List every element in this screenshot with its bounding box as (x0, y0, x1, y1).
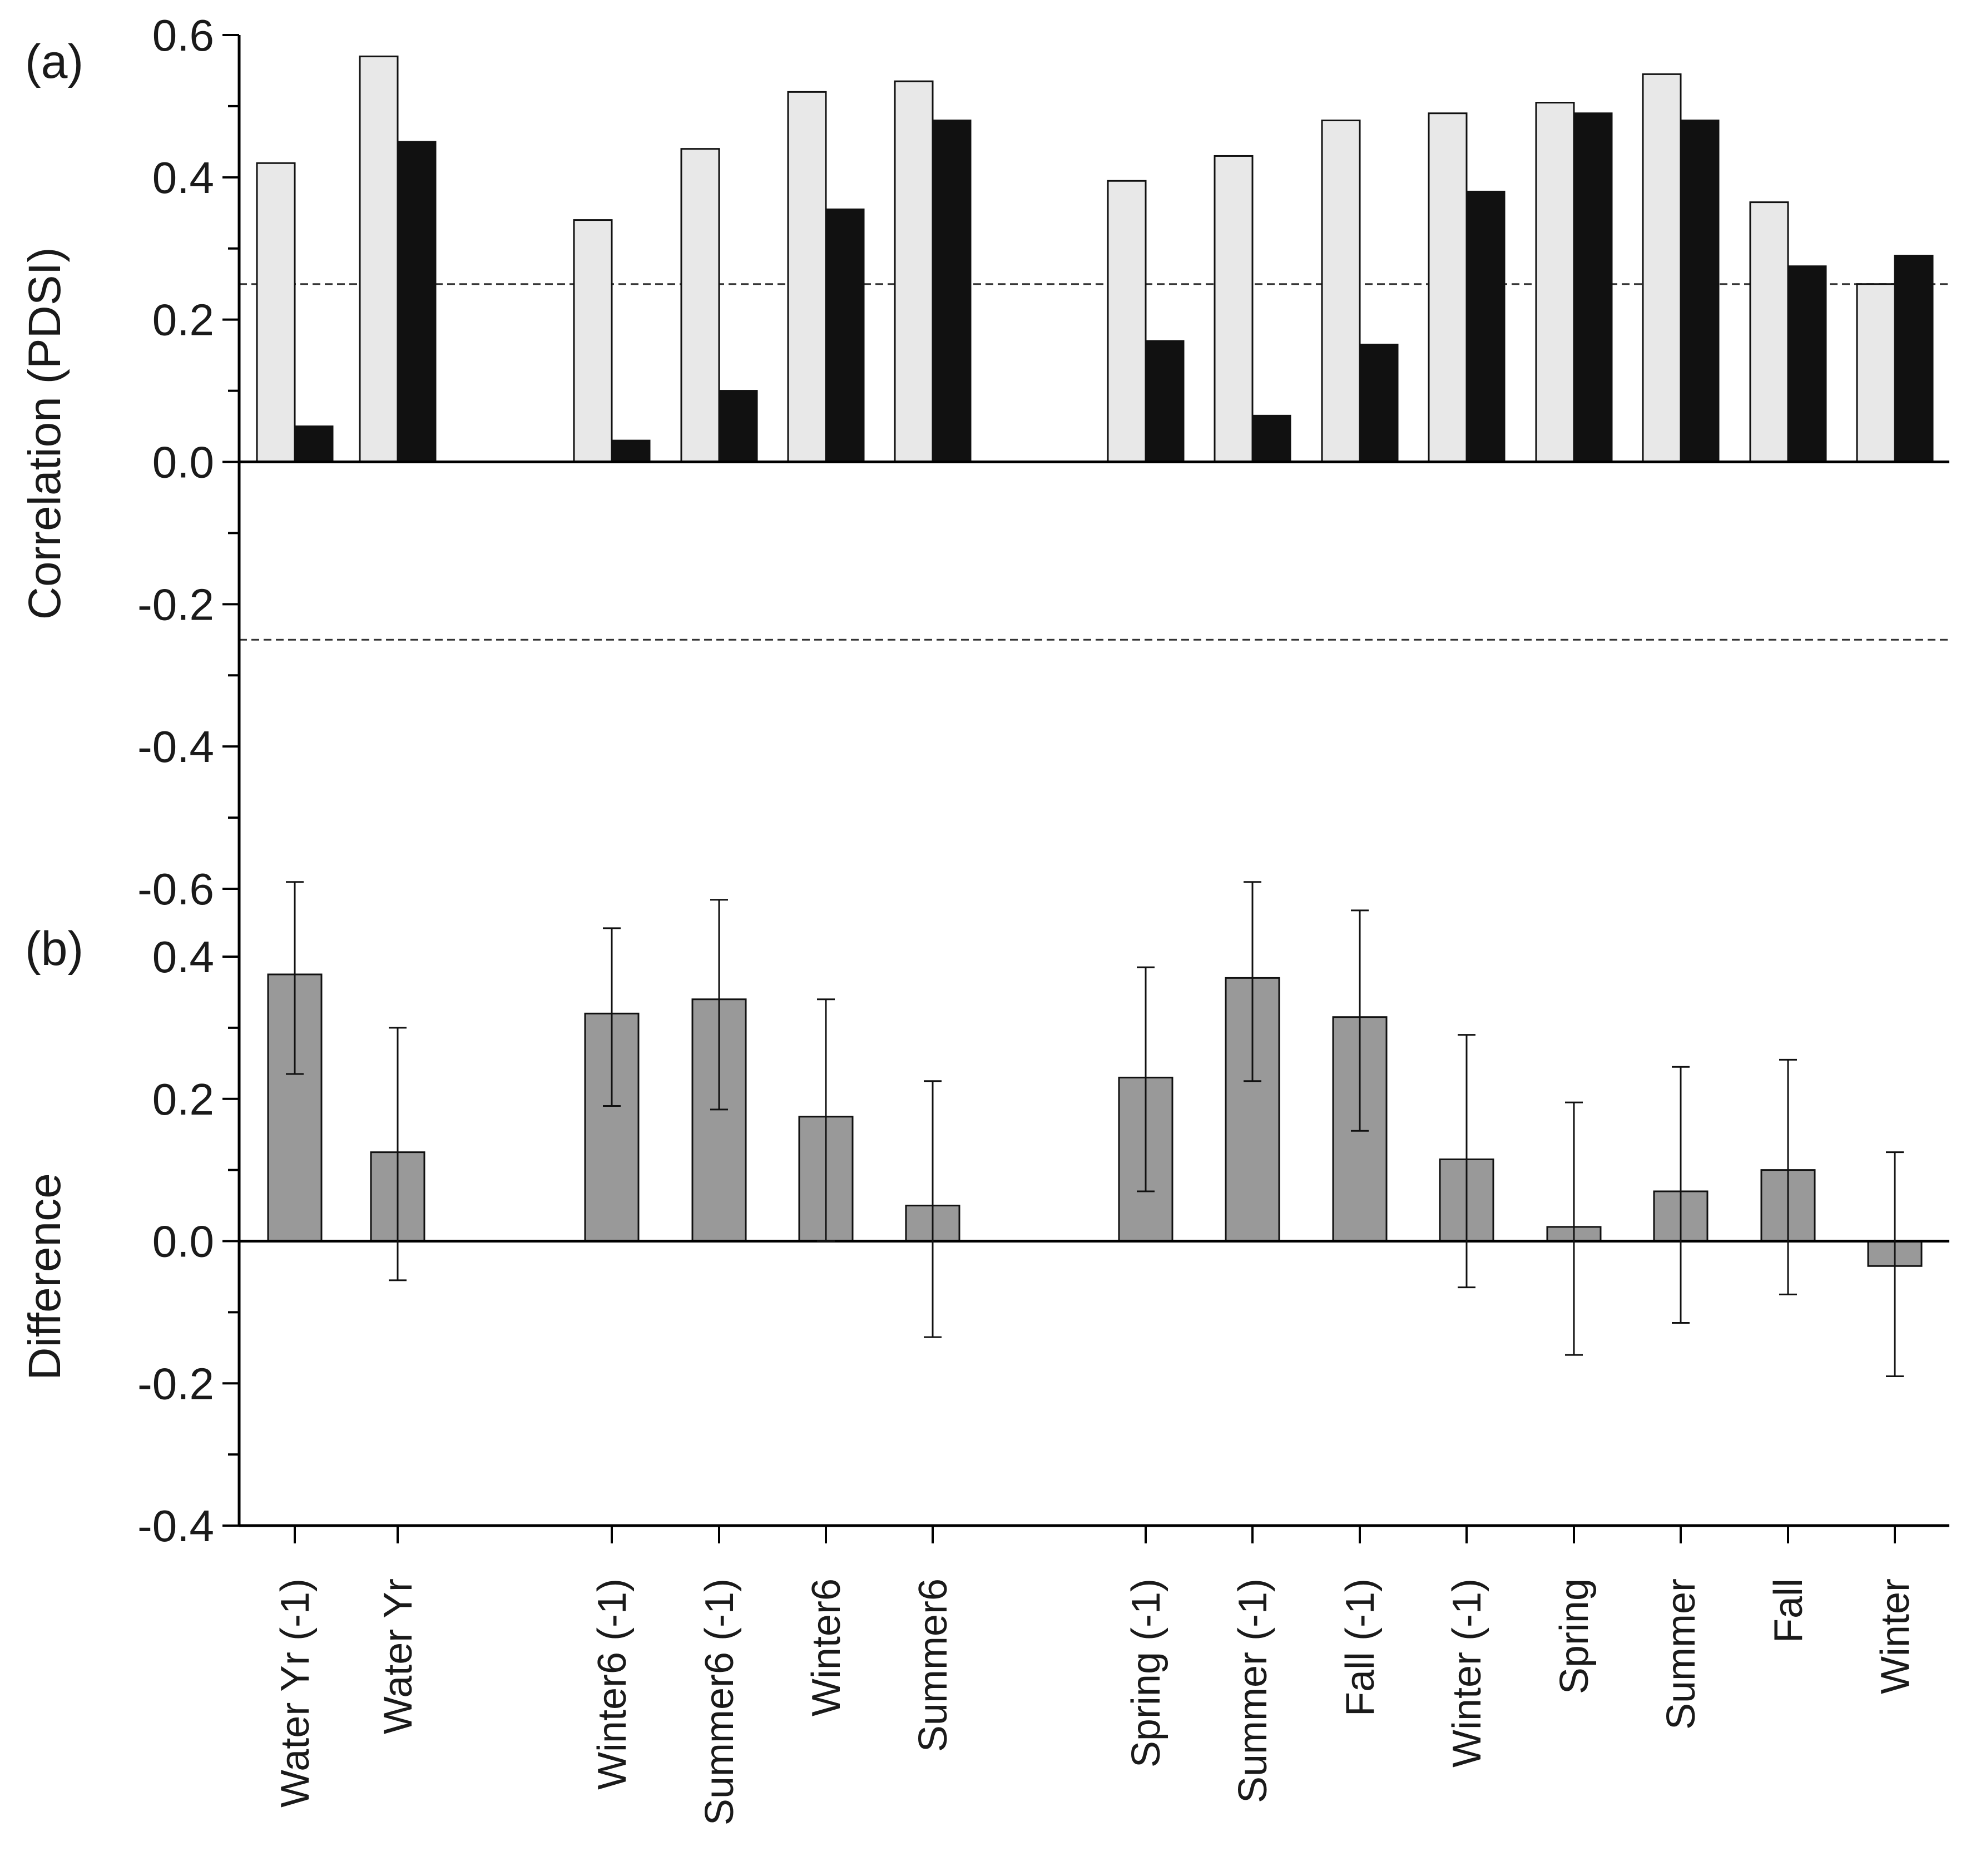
y-tick-label-a: 0.0 (152, 438, 214, 487)
category-label: Fall (1766, 1578, 1811, 1643)
bar-dark-6 (1145, 340, 1185, 463)
category-label: Fall (-1) (1338, 1578, 1383, 1716)
bar-dark-11 (1680, 120, 1720, 463)
bar-light-3 (680, 148, 720, 463)
category-label: Winter (1873, 1578, 1918, 1694)
category-label: Winter6 (-1) (590, 1578, 635, 1790)
bar-light-10 (1535, 102, 1575, 463)
bar-dark-9 (1465, 190, 1506, 463)
bar-light-2 (573, 219, 613, 463)
bar-light-1 (359, 55, 399, 463)
category-label: Spring (1552, 1578, 1597, 1694)
panel-label-a: (a) (25, 35, 83, 88)
y-tick-label-a: -0.2 (137, 580, 214, 629)
bar-dark-7 (1251, 414, 1291, 463)
bar-dark-10 (1573, 112, 1613, 463)
category-label: Summer (1659, 1578, 1704, 1730)
bar-dark-13 (1894, 255, 1934, 463)
category-label: Summer (-1) (1231, 1578, 1275, 1803)
y-tick-label-b: 0.0 (152, 1217, 214, 1266)
bar-light-13 (1856, 283, 1896, 463)
bar-light-6 (1107, 180, 1147, 463)
panel-a-correlation: 0.6 0.4 0.2 0.0 -0.2 -0.4 -0.6 (a) Correlation (… (19, 11, 1949, 914)
y-tick-label-a: 0.4 (152, 153, 214, 202)
category-label: Spring (-1) (1124, 1578, 1168, 1768)
category-label: Water Yr (376, 1578, 420, 1734)
y-tick-label-a: -0.4 (137, 722, 214, 771)
bar-light-0 (256, 162, 296, 463)
y-tick-label-b: -0.4 (137, 1501, 214, 1551)
bar-light-12 (1749, 201, 1789, 463)
panel-b-difference: 0.4 0.2 0.0 -0.2 -0.4 (b) Difference (19, 881, 1949, 1551)
bar-light-8 (1321, 120, 1361, 463)
category-label: Winter6 (804, 1578, 849, 1716)
y-tick-label-a: -0.6 (137, 864, 214, 914)
y-tick-label-b: -0.2 (137, 1359, 214, 1408)
y-tick-label-b: 0.2 (152, 1075, 214, 1124)
category-label: Water Yr (-1) (273, 1578, 318, 1808)
bar-dark-2 (611, 439, 651, 463)
bar-light-5 (894, 80, 934, 463)
category-label: Summer6 (911, 1578, 955, 1752)
bar-light-7 (1214, 155, 1254, 463)
y-tick-label-a: 0.2 (152, 295, 214, 345)
bar-dark-5 (932, 120, 972, 463)
bar-dark-1 (397, 141, 437, 463)
bar-dark-8 (1359, 343, 1399, 463)
category-label: Summer6 (-1) (697, 1578, 742, 1825)
y-tick-label-a: 0.6 (152, 11, 214, 60)
bar-light-4 (787, 91, 827, 463)
bar-dark-4 (825, 208, 865, 463)
bar-light-11 (1642, 73, 1682, 463)
bar-dark-12 (1787, 265, 1827, 463)
category-labels: Water Yr (-1) Water Yr Winter6 (-1) Summer6… (273, 1578, 1918, 1825)
category-label: Winter (-1) (1445, 1578, 1489, 1768)
y-axis-title-b: Difference (19, 1173, 70, 1380)
bar-dark-0 (294, 425, 334, 463)
y-axis-title-a: Correlation (PDSI) (19, 247, 70, 620)
panel-label-b: (b) (25, 922, 83, 976)
bar-dark-3 (718, 390, 758, 463)
bar-light-9 (1428, 112, 1468, 463)
y-tick-label-b: 0.4 (152, 932, 214, 982)
